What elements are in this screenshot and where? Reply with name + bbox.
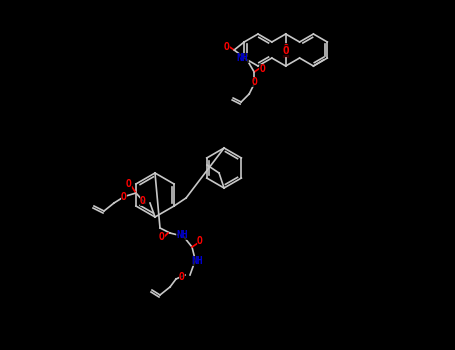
- Text: NH: NH: [176, 230, 188, 240]
- Text: O: O: [283, 44, 289, 54]
- Text: NH: NH: [236, 53, 248, 63]
- Text: O: O: [126, 179, 132, 189]
- Text: O: O: [140, 196, 146, 206]
- Text: NH: NH: [191, 256, 203, 266]
- Text: O: O: [121, 192, 127, 202]
- Text: O: O: [251, 77, 257, 87]
- Text: O: O: [259, 64, 265, 74]
- Text: O: O: [283, 46, 289, 56]
- Text: O: O: [179, 272, 185, 282]
- Text: O: O: [159, 232, 165, 242]
- Text: O: O: [197, 236, 203, 246]
- Text: O: O: [223, 42, 229, 52]
